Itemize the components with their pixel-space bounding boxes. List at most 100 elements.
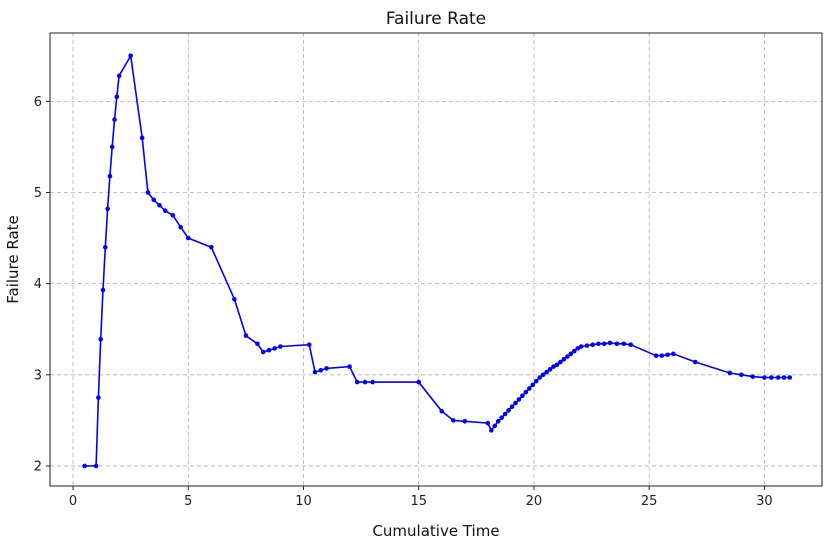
data-point [114,94,120,100]
data-point [98,336,103,342]
data-point [537,375,543,380]
data-point [370,379,375,385]
data-point [107,173,113,179]
axis-ticks: 0 5 10 15 20 25 30 2 3 4 5 6 [34,95,773,509]
data-point [596,341,601,347]
data-point [769,375,774,380]
data-point [347,364,352,369]
data-point [551,364,556,369]
data-point [255,341,260,347]
data-point [112,117,117,122]
data-point [540,372,546,378]
data-point [318,367,324,373]
data-point [530,382,536,388]
data-point [621,341,627,347]
data-point [157,202,162,208]
data-point [571,348,577,354]
data-point [485,420,491,426]
data-point [516,397,522,402]
data-point [103,244,108,250]
data-point [509,404,515,410]
data-point [590,342,596,348]
data-point [506,408,511,413]
data-point [266,347,272,353]
data-point [762,375,767,380]
data-point [489,428,494,433]
data-point [232,296,237,302]
data-point [653,353,659,358]
data-point [665,352,670,358]
data-point [312,369,318,375]
data-point [209,244,214,250]
y-tick-label: 2 [34,459,42,474]
data-point [324,366,329,371]
data-point [659,353,665,358]
data-point [185,235,191,241]
y-tick-label: 5 [34,186,42,201]
data-point [416,379,422,385]
y-axis-title: Failure Rate [4,215,22,304]
data-point [601,341,607,347]
data-point [739,372,744,378]
series-line [84,53,790,467]
data-point [578,344,584,349]
x-tick-label: 25 [641,494,658,509]
data-point [362,379,368,385]
data-point [502,411,508,417]
x-tick-label: 30 [756,494,773,509]
data-point [100,287,106,293]
x-axis-title: Cumulative Time [372,522,499,540]
data-point [727,370,733,376]
y-tick-label: 3 [34,368,42,383]
data-point [178,224,183,230]
data-point [607,340,613,346]
data-point [520,393,525,399]
data-point [499,415,504,420]
data-point [105,206,110,212]
data-point [523,389,529,395]
data-point [128,53,133,59]
data-point [692,359,698,365]
data-point [775,375,781,380]
data-point [260,349,266,355]
data-point [306,342,312,348]
data-point [527,386,532,391]
x-tick-label: 20 [526,494,543,509]
data-point [495,418,501,424]
y-tick-label: 4 [34,277,42,292]
data-point [558,359,563,365]
data-point [462,418,468,424]
data-point [671,351,676,357]
data-point [93,463,99,469]
data-point [170,212,176,218]
data-point [513,400,518,406]
data-point [584,343,590,348]
data-point [151,197,157,203]
chart-title: Failure Rate [386,9,486,29]
data-point [96,395,101,400]
data-point [278,344,283,349]
data-point [554,362,560,368]
data-point [575,346,581,351]
series-layer [82,53,793,469]
data-point [565,354,570,359]
data-point [787,375,793,380]
data-point [533,378,539,384]
data-point [547,367,553,372]
x-tick-label: 10 [295,494,312,509]
y-tick-label: 6 [34,95,42,110]
x-tick-label: 0 [69,494,77,509]
plot-frame [49,32,823,487]
data-point [614,341,620,347]
x-tick-label: 15 [410,494,427,509]
data-point [492,423,498,429]
data-point [568,351,574,357]
data-point [243,333,249,338]
data-point [162,208,168,214]
data-point [439,408,445,414]
x-tick-label: 5 [184,494,192,509]
data-point [116,73,122,79]
data-point [781,375,787,380]
data-point [544,369,549,375]
